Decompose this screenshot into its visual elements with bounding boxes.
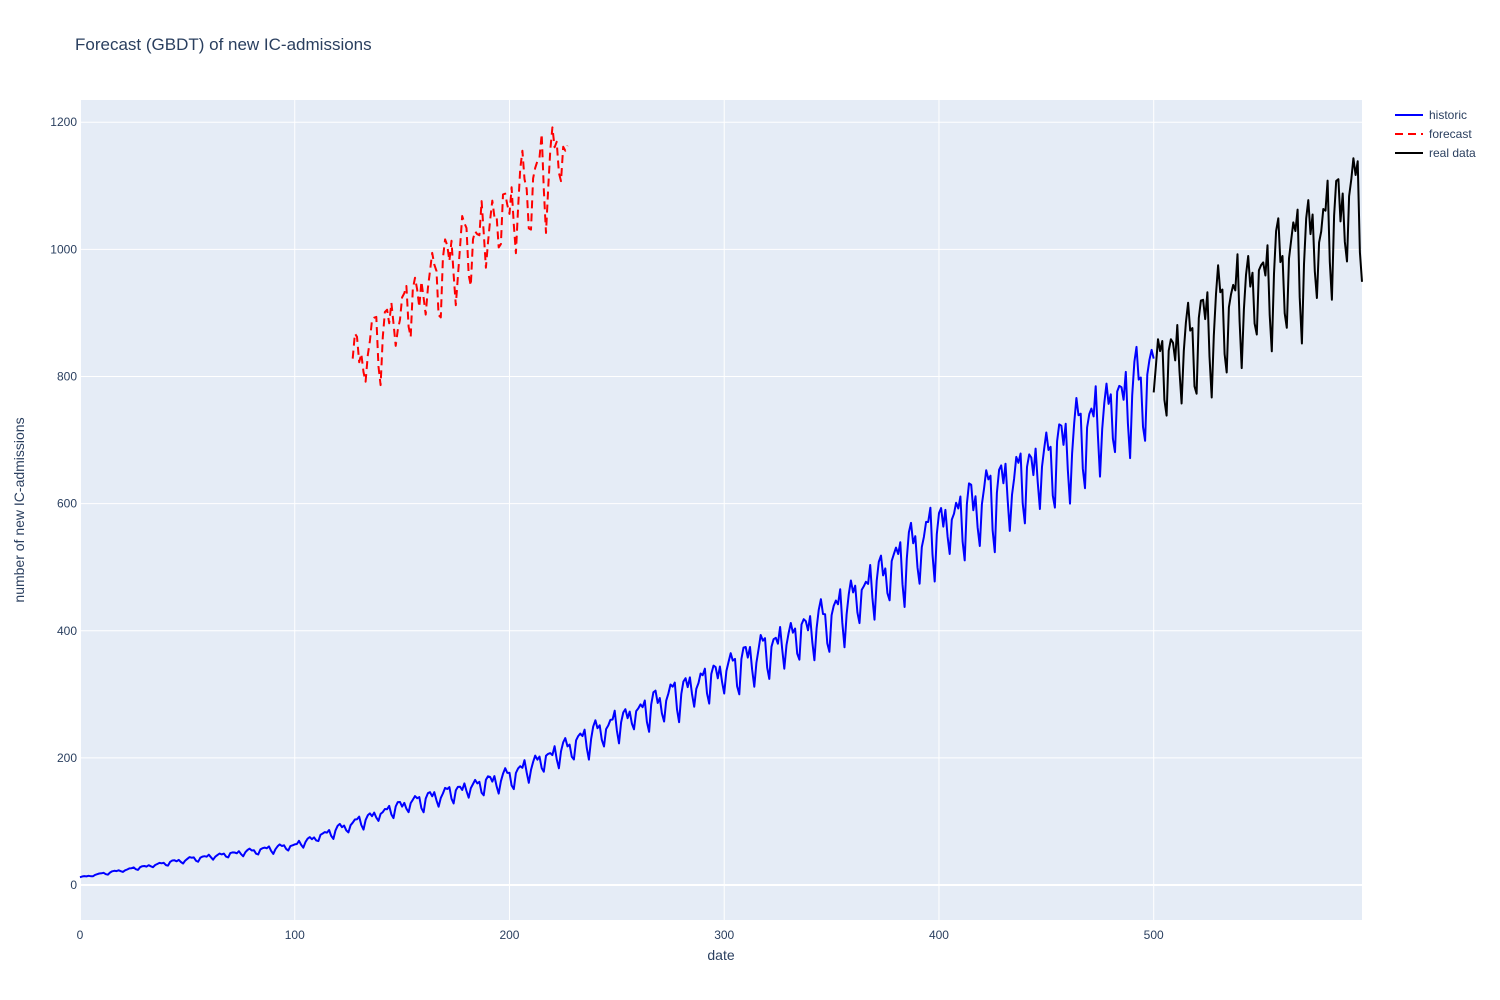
legend-label: historic — [1429, 108, 1467, 122]
legend[interactable]: historic forecast real data — [1395, 108, 1476, 160]
y-tick-label: 0 — [70, 878, 77, 892]
x-tick-label: 100 — [285, 928, 305, 942]
legend-label: forecast — [1429, 127, 1472, 141]
y-tick-label: 1000 — [50, 242, 77, 256]
series-line-forecast — [351, 126, 569, 387]
x-tick-label: 400 — [929, 928, 949, 942]
legend-label: real data — [1429, 146, 1476, 160]
y-tick-label: 1200 — [50, 115, 77, 129]
plot-area — [80, 100, 1362, 920]
legend-item-forecast[interactable]: forecast — [1395, 127, 1472, 141]
x-tick-label: 500 — [1144, 928, 1164, 942]
x-tick-label: 200 — [499, 928, 519, 942]
y-tick-label: 200 — [57, 751, 77, 765]
series-layer — [79, 126, 1363, 879]
chart-title: Forecast (GBDT) of new IC-admissions — [75, 35, 372, 54]
grid-lines — [79, 100, 1362, 920]
series-line-real-data — [1152, 157, 1363, 417]
x-axis-title: date — [707, 947, 734, 963]
x-tick-label: 300 — [714, 928, 734, 942]
y-tick-label: 800 — [57, 370, 77, 384]
legend-item-real-data[interactable]: real data — [1395, 146, 1476, 160]
x-tick-label: 0 — [77, 928, 84, 942]
axis-ticks: 0 100 200 300 400 500 0 200 400 600 800 1000 1200 — [50, 115, 1164, 942]
y-axis-title: number of new IC-admissions — [11, 417, 27, 602]
y-tick-label: 400 — [57, 624, 77, 638]
legend-item-historic[interactable]: historic — [1395, 108, 1467, 122]
y-tick-label: 600 — [57, 497, 77, 511]
series-line-historic — [79, 345, 1155, 879]
